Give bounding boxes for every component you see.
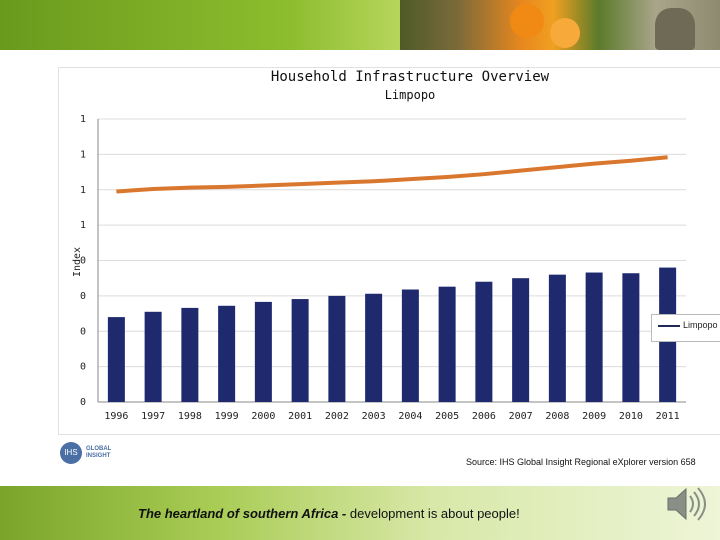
- bar: [365, 293, 383, 402]
- ihs-logo-text: GLOBAL INSIGHT: [86, 446, 111, 460]
- ihs-logo: IHS GLOBAL INSIGHT: [60, 442, 124, 468]
- orange-image: [550, 18, 580, 48]
- tagline: The heartland of southern Africa - devel…: [138, 506, 520, 521]
- bar: [254, 301, 272, 402]
- y-tick-label: 0: [80, 291, 86, 302]
- chart-title: Household Infrastructure Overview: [270, 69, 550, 85]
- banner-photo: [400, 0, 720, 50]
- y-tick-label: 1: [80, 185, 86, 196]
- x-tick-label: 2004: [398, 411, 422, 422]
- bar: [328, 295, 346, 402]
- series-line-limpopo: [116, 155, 668, 194]
- bar: [585, 272, 603, 402]
- bar: [438, 286, 456, 402]
- bar: [218, 305, 236, 402]
- bar: [622, 273, 640, 402]
- x-tick-label: 1998: [178, 411, 202, 422]
- y-tick-label: 0: [80, 397, 86, 408]
- chart-frame: [58, 67, 720, 435]
- x-tick-label: 2005: [435, 411, 459, 422]
- legend: Limpopo: [651, 314, 720, 342]
- y-tick-label: 1: [80, 149, 86, 160]
- ihs-logo-mark: IHS: [60, 442, 82, 464]
- bottom-band: [0, 486, 720, 540]
- bar: [548, 274, 566, 402]
- logo-line-1: GLOBAL: [86, 446, 112, 452]
- x-tick-label: 2009: [582, 411, 606, 422]
- speaker-icon[interactable]: [664, 484, 708, 524]
- bar: [512, 278, 530, 402]
- baobab-image: [655, 8, 695, 50]
- x-tick-label: 2010: [619, 411, 643, 422]
- x-tick-label: 1996: [104, 411, 128, 422]
- y-tick-label: 0: [80, 326, 86, 337]
- tagline-bold: The heartland of southern Africa -: [138, 506, 347, 521]
- legend-swatch: [658, 325, 680, 327]
- x-tick-label: 2002: [325, 411, 349, 422]
- x-tick-label: 2011: [656, 411, 680, 422]
- y-tick-label: 1: [80, 220, 86, 231]
- bar: [181, 307, 199, 402]
- x-tick-label: 2007: [509, 411, 533, 422]
- legend-label: Limpopo: [683, 320, 718, 330]
- source-note: Source: IHS Global Insight Regional eXpl…: [466, 457, 696, 467]
- y-tick-label: 0: [80, 362, 86, 373]
- y-tick-label: 1: [80, 114, 86, 125]
- orange-image: [510, 4, 544, 38]
- y-axis-label: Index: [72, 247, 83, 277]
- bar: [144, 311, 162, 402]
- x-tick-label: 2003: [362, 411, 386, 422]
- logo-line-2: INSIGHT: [86, 453, 111, 459]
- x-tick-label: 1997: [141, 411, 165, 422]
- x-tick-label: 2006: [472, 411, 496, 422]
- bar: [291, 299, 309, 402]
- x-tick-label: 1999: [215, 411, 239, 422]
- x-tick-label: 2001: [288, 411, 312, 422]
- tagline-rest: development is about people!: [346, 506, 520, 521]
- y-tick-label: 0: [80, 256, 86, 267]
- bar: [107, 317, 125, 402]
- bar: [401, 289, 419, 402]
- x-tick-label: 2008: [545, 411, 569, 422]
- bar: [475, 281, 493, 402]
- chart-subtitle: Limpopo: [384, 88, 436, 102]
- x-tick-label: 2000: [251, 411, 275, 422]
